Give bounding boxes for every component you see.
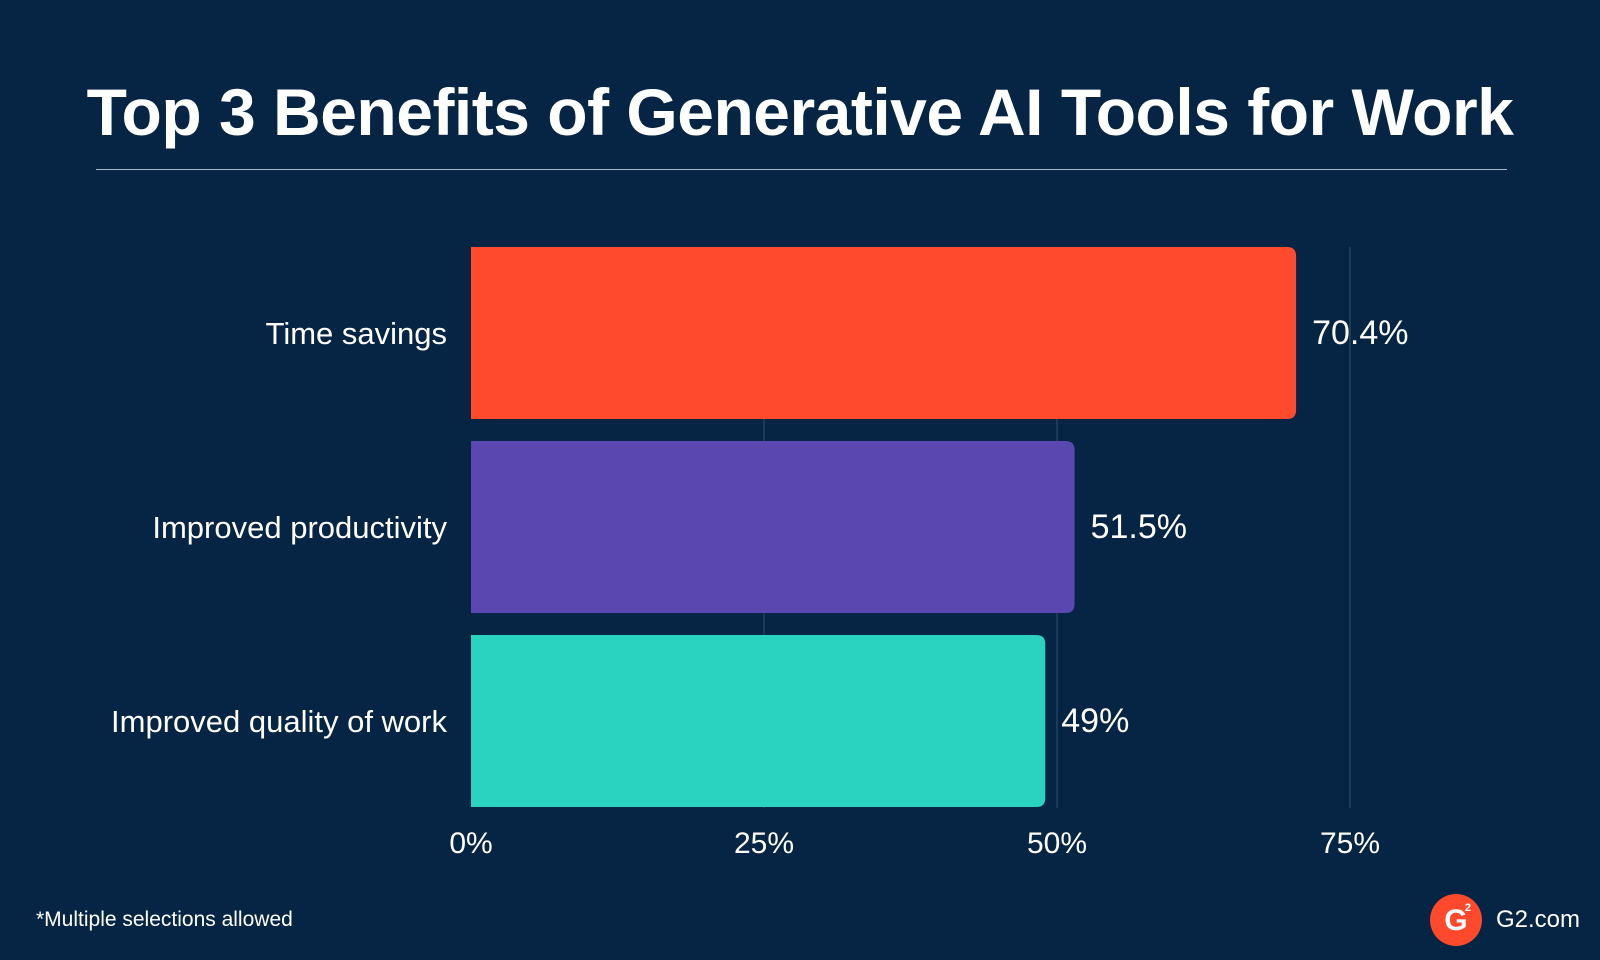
g2-logo-icon: G 2 bbox=[1429, 894, 1482, 946]
x-tick-label-25: 25% bbox=[734, 827, 794, 860]
x-tick-label-0: 0% bbox=[449, 827, 492, 860]
value-label-1: 70.4% bbox=[1312, 314, 1408, 352]
category-label-2: Improved productivity bbox=[152, 510, 447, 545]
brand: G 2 G2.com bbox=[1429, 894, 1580, 946]
category-label-1: Time savings bbox=[266, 316, 447, 351]
bar-1 bbox=[471, 247, 1297, 419]
footnote: *Multiple selections allowed bbox=[36, 908, 293, 931]
value-label-3: 49% bbox=[1061, 702, 1129, 740]
bar-2 bbox=[471, 441, 1075, 613]
page-title: Top 3 Benefits of Generative AI Tools fo… bbox=[86, 75, 1514, 149]
title-divider bbox=[96, 169, 1507, 170]
brand-text: G2.com bbox=[1495, 906, 1580, 933]
x-tick-label-50: 50% bbox=[1027, 827, 1087, 860]
value-label-2: 51.5% bbox=[1091, 508, 1187, 546]
bar-3 bbox=[471, 635, 1046, 807]
category-label-3: Improved quality of work bbox=[111, 704, 447, 739]
x-tick-label-75: 75% bbox=[1320, 827, 1380, 860]
